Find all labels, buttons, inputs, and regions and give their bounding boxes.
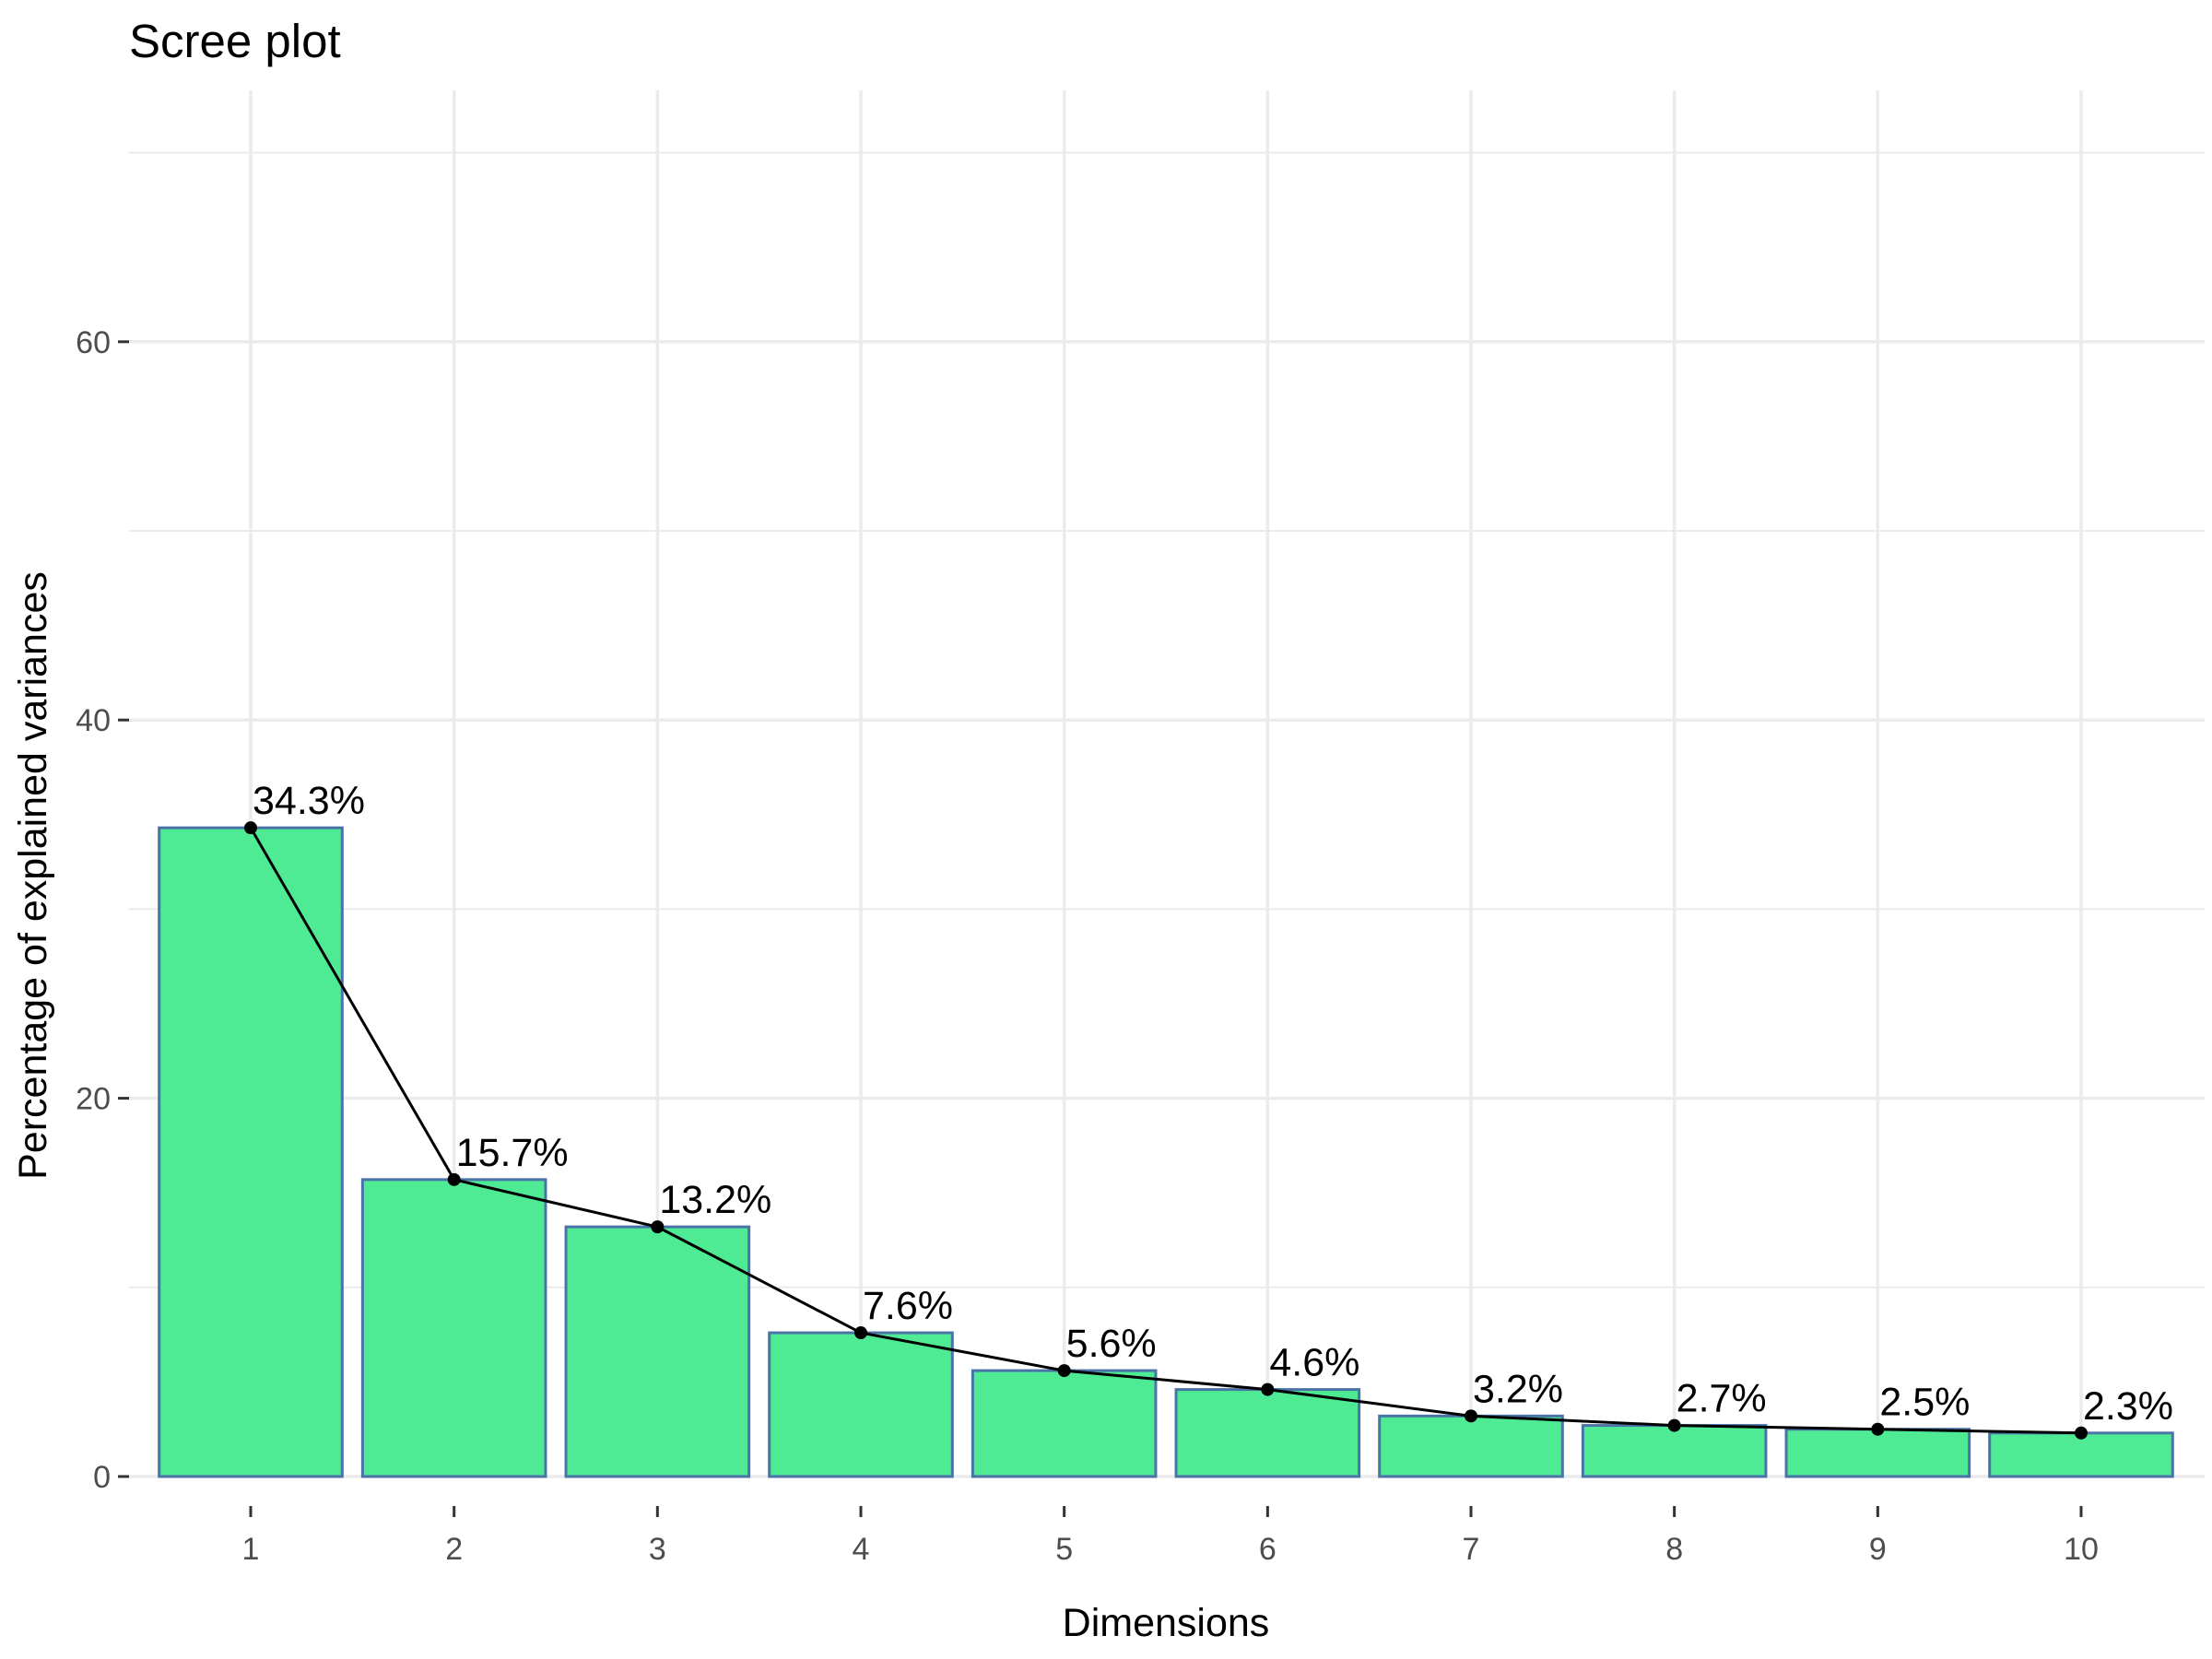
data-label: 13.2% bbox=[659, 1178, 771, 1222]
y-tick-label: 20 bbox=[76, 1082, 111, 1117]
data-label: 5.6% bbox=[1066, 1322, 1157, 1366]
x-tick-label: 6 bbox=[1259, 1532, 1277, 1567]
bar bbox=[1581, 1424, 1768, 1478]
data-label: 2.5% bbox=[1879, 1381, 1970, 1425]
trend-line bbox=[249, 827, 2082, 1435]
x-tick-label: 3 bbox=[649, 1532, 666, 1567]
data-labels: 34.3% 15.7% 13.2% 7.6% 5.6% 4.6% 3.2% 2.7% 2.5% 2… bbox=[253, 779, 2173, 1429]
bar bbox=[1378, 1414, 1564, 1478]
data-label: 2.7% bbox=[1677, 1377, 1767, 1421]
data-label: 34.3% bbox=[253, 779, 365, 823]
bar bbox=[768, 1331, 954, 1478]
bar bbox=[564, 1225, 751, 1478]
data-label: 15.7% bbox=[456, 1131, 569, 1175]
x-tick-label: 2 bbox=[445, 1532, 463, 1567]
data-label: 7.6% bbox=[863, 1284, 953, 1328]
x-tick-label: 1 bbox=[242, 1532, 260, 1567]
x-tick-label: 9 bbox=[1869, 1532, 1887, 1567]
x-tick-label: 10 bbox=[2064, 1532, 2099, 1567]
bar bbox=[971, 1369, 1158, 1478]
y-tick-label: 40 bbox=[76, 703, 111, 738]
trend-point bbox=[854, 1326, 867, 1340]
x-tick-label: 5 bbox=[1055, 1532, 1073, 1567]
data-label: 3.2% bbox=[1473, 1367, 1563, 1411]
trend-point bbox=[1871, 1422, 1885, 1436]
trend-point bbox=[651, 1220, 665, 1234]
trend-point bbox=[447, 1172, 461, 1186]
data-label: 2.3% bbox=[2083, 1384, 2173, 1429]
trend-point bbox=[1667, 1418, 1681, 1432]
bar bbox=[158, 826, 344, 1478]
trend-point bbox=[244, 821, 257, 835]
bar bbox=[1988, 1431, 2174, 1478]
y-tick-label: 60 bbox=[76, 325, 111, 360]
y-axis-title: Percentage of explained variances bbox=[11, 571, 55, 1180]
x-tick-label: 4 bbox=[853, 1532, 870, 1567]
trend-point bbox=[1261, 1382, 1275, 1396]
trend-points bbox=[244, 821, 2088, 1440]
chart-title: Scree plot bbox=[129, 15, 341, 67]
data-label: 4.6% bbox=[1269, 1341, 1359, 1385]
x-tick-label: 7 bbox=[1463, 1532, 1480, 1567]
bar bbox=[1174, 1388, 1361, 1478]
bar bbox=[1784, 1428, 1971, 1478]
axes: 0 20 40 60 1 2 3 4 5 6 7 8 9 10 bbox=[76, 325, 2099, 1567]
x-tick-label: 8 bbox=[1665, 1532, 1683, 1567]
trend-point bbox=[1465, 1409, 1477, 1423]
trend-line-group bbox=[249, 827, 2082, 1435]
trend-point bbox=[2075, 1426, 2088, 1440]
y-tick-label: 0 bbox=[93, 1460, 111, 1495]
x-axis-title: Dimensions bbox=[1063, 1601, 1270, 1645]
bar bbox=[360, 1178, 547, 1478]
trend-point bbox=[1057, 1364, 1071, 1378]
